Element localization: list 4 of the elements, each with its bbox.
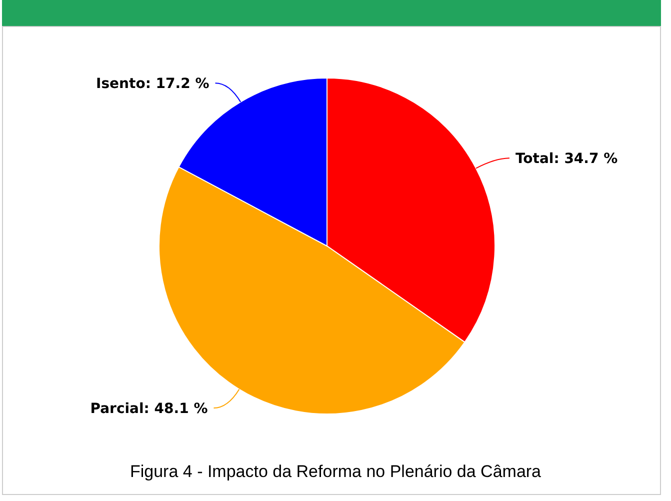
slice-label: Parcial: 48.1 % bbox=[90, 401, 208, 417]
slice-label: Total: 34.7 % bbox=[515, 151, 618, 168]
slice-label: Isento: 17.2 % bbox=[96, 76, 210, 92]
text: Figura 4 - Impacto da Reforma no Plenário da Câmara bbox=[128, 462, 542, 482]
